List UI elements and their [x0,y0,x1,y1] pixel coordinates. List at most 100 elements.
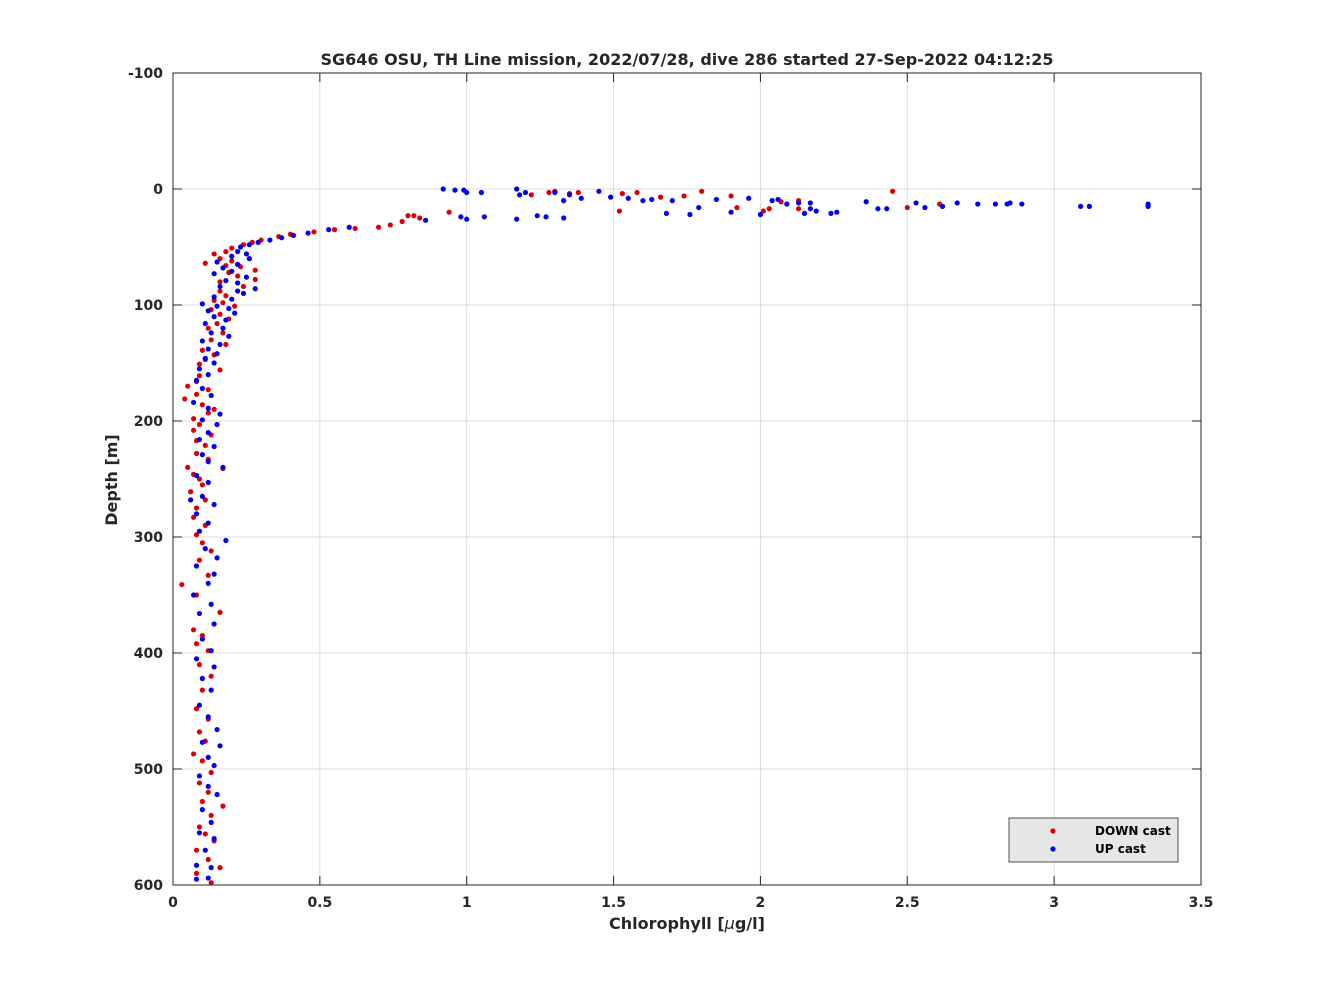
data-point [634,189,640,196]
series-up-cast [188,186,1151,882]
data-point [561,198,567,204]
data-point [223,537,229,544]
legend-box [1008,817,1179,863]
data-point [220,464,226,470]
data-point [807,200,813,206]
data-point [185,383,191,389]
data-point [235,273,241,279]
data-point [669,198,675,204]
data-point [217,341,223,348]
data-point [464,189,470,196]
data-point [196,366,203,372]
data-point [190,627,197,633]
data-point [834,209,840,215]
y-tick-label: 300 [134,530,163,546]
data-point [199,807,205,813]
data-point [1086,203,1092,209]
data-point [208,819,214,825]
data-point [352,225,358,232]
data-point [202,831,208,837]
data-point [616,208,623,214]
data-point [246,256,252,262]
x-tick-label: 3.5 [1189,895,1214,911]
x-tick-label: 1 [462,895,472,911]
data-point [890,188,896,194]
data-point [202,497,208,503]
data-point [619,191,625,197]
data-point [196,824,203,830]
data-point [575,189,581,196]
data-point [1007,200,1013,206]
data-point [199,347,205,353]
data-point [208,648,214,654]
data-point [193,505,200,511]
data-point [211,360,217,366]
data-point [211,571,217,577]
data-point [290,232,297,238]
y-tick-label: 200 [134,414,163,430]
data-point [205,430,211,436]
data-point [202,320,208,327]
data-point [884,206,890,212]
data-point [223,249,229,255]
data-point [196,610,203,617]
legend: DOWN cast UP cast [1008,817,1179,863]
data-point [237,244,244,250]
data-point [199,385,205,392]
data-point [214,320,220,327]
data-point [229,245,235,251]
data-point [199,301,205,307]
data-point [713,196,719,203]
data-point [578,195,584,201]
data-point [205,372,211,378]
data-point [188,489,194,495]
x-tick-label: 3 [1049,895,1059,911]
data-point [193,391,200,397]
data-point [205,856,211,863]
data-point [196,421,203,428]
data-point [311,229,317,235]
data-point [193,511,200,517]
data-point [229,296,235,302]
data-point [196,780,203,786]
data-point [699,188,705,194]
data-point [766,206,772,212]
data-point [543,214,549,220]
data-point [954,200,960,206]
data-point [232,310,238,316]
data-point [199,338,205,344]
data-point [255,239,261,245]
x-axis-label: Chlorophyll [μg/l] [609,914,765,933]
data-point [190,427,197,433]
data-point [267,237,273,243]
data-point [205,479,211,486]
data-point [211,762,217,769]
data-point [217,288,223,294]
data-point [728,193,734,199]
data-point [240,290,247,296]
data-point [202,355,208,361]
data-point [681,193,687,199]
data-point [913,200,919,206]
data-point [217,865,223,871]
data-point [214,259,220,265]
data-point [229,253,235,259]
data-point [566,192,573,198]
data-point [422,217,429,223]
data-point [202,847,208,853]
data-point [196,528,203,534]
data-point [185,464,191,470]
data-point [528,192,534,198]
legend-marker-down-cast [1050,828,1056,834]
data-point [199,675,205,682]
data-point [193,656,200,662]
data-point [208,687,214,693]
data-point [252,276,258,283]
y-tick-label: 0 [153,182,163,198]
data-point [217,743,223,749]
data-point [992,201,999,207]
data-point [481,214,487,220]
data-point [687,211,693,218]
data-point [193,377,200,383]
